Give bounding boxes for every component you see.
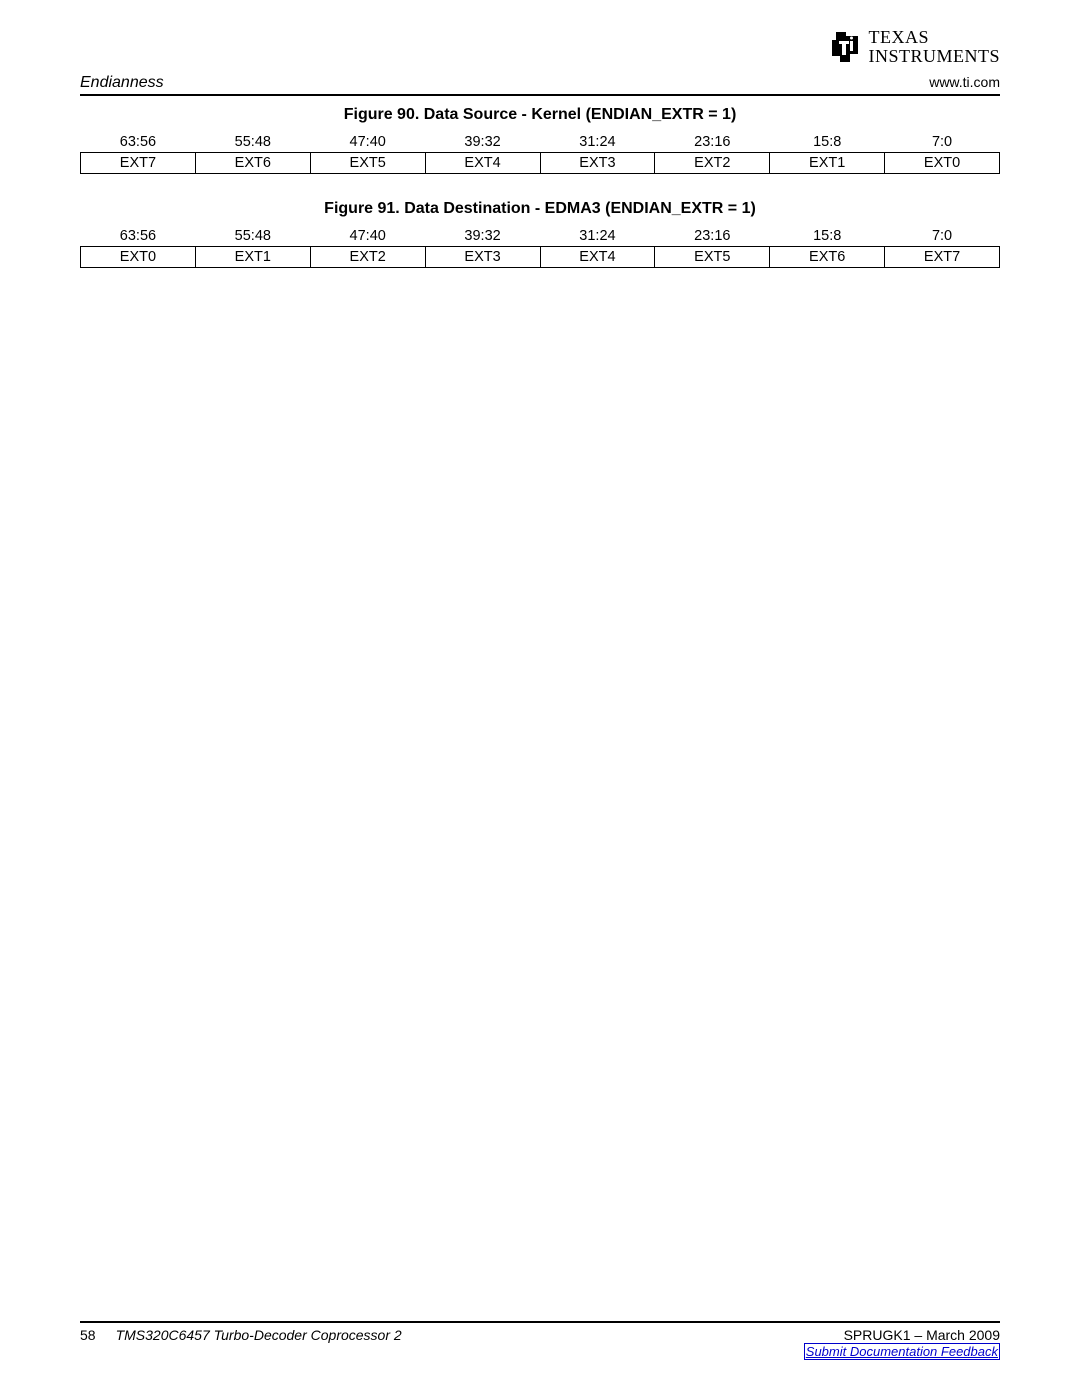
feedback-link[interactable]: Submit Documentation Feedback	[804, 1343, 1000, 1360]
bit-range: 63:56	[81, 132, 196, 153]
field-label: EXT7	[81, 152, 196, 173]
bit-range: 39:32	[425, 226, 540, 247]
field-label: EXT1	[770, 152, 885, 173]
figure-90-table: 63:56 55:48 47:40 39:32 31:24 23:16 15:8…	[80, 132, 1000, 174]
bit-range: 15:8	[770, 226, 885, 247]
bit-range: 23:16	[655, 226, 770, 247]
logo-text-line2: INSTRUMENTS	[868, 47, 1000, 66]
site-url: www.ti.com	[929, 74, 1000, 90]
bit-range: 7:0	[885, 226, 1000, 247]
figure-91-title: Figure 91. Data Destination - EDMA3 (END…	[80, 200, 1000, 218]
field-label: EXT5	[655, 246, 770, 267]
doc-id: SPRUGK1 – March 2009	[804, 1327, 1000, 1343]
field-label: EXT4	[425, 152, 540, 173]
field-label: EXT2	[655, 152, 770, 173]
page-number: 58	[80, 1327, 96, 1343]
bit-range: 55:48	[195, 226, 310, 247]
figure-91-table: 63:56 55:48 47:40 39:32 31:24 23:16 15:8…	[80, 226, 1000, 268]
bit-range: 47:40	[310, 226, 425, 247]
figure-90-title: Figure 90. Data Source - Kernel (ENDIAN_…	[80, 106, 1000, 124]
field-label: EXT4	[540, 246, 655, 267]
doc-title: TMS320C6457 Turbo-Decoder Coprocessor 2	[116, 1327, 402, 1343]
bit-range: 23:16	[655, 132, 770, 153]
bit-range: 63:56	[81, 226, 196, 247]
logo-text-line1: TEXAS	[868, 28, 1000, 47]
field-label: EXT3	[425, 246, 540, 267]
bit-range: 31:24	[540, 226, 655, 247]
field-label: EXT0	[81, 246, 196, 267]
field-label: EXT6	[195, 152, 310, 173]
page-footer: 58 TMS320C6457 Turbo-Decoder Coprocessor…	[80, 1321, 1000, 1359]
field-label: EXT0	[885, 152, 1000, 173]
field-label: EXT5	[310, 152, 425, 173]
field-label: EXT7	[885, 246, 1000, 267]
section-name: Endianness	[80, 74, 164, 92]
field-label: EXT6	[770, 246, 885, 267]
ti-chip-icon	[828, 30, 862, 64]
field-label: EXT3	[540, 152, 655, 173]
field-label: EXT2	[310, 246, 425, 267]
page-header: Endianness www.ti.com	[80, 74, 1000, 96]
bit-range: 39:32	[425, 132, 540, 153]
bit-range: 47:40	[310, 132, 425, 153]
bit-range: 7:0	[885, 132, 1000, 153]
bit-range: 31:24	[540, 132, 655, 153]
bit-range: 55:48	[195, 132, 310, 153]
bit-range: 15:8	[770, 132, 885, 153]
ti-logo: TEXAS INSTRUMENTS	[828, 28, 1000, 66]
field-label: EXT1	[195, 246, 310, 267]
